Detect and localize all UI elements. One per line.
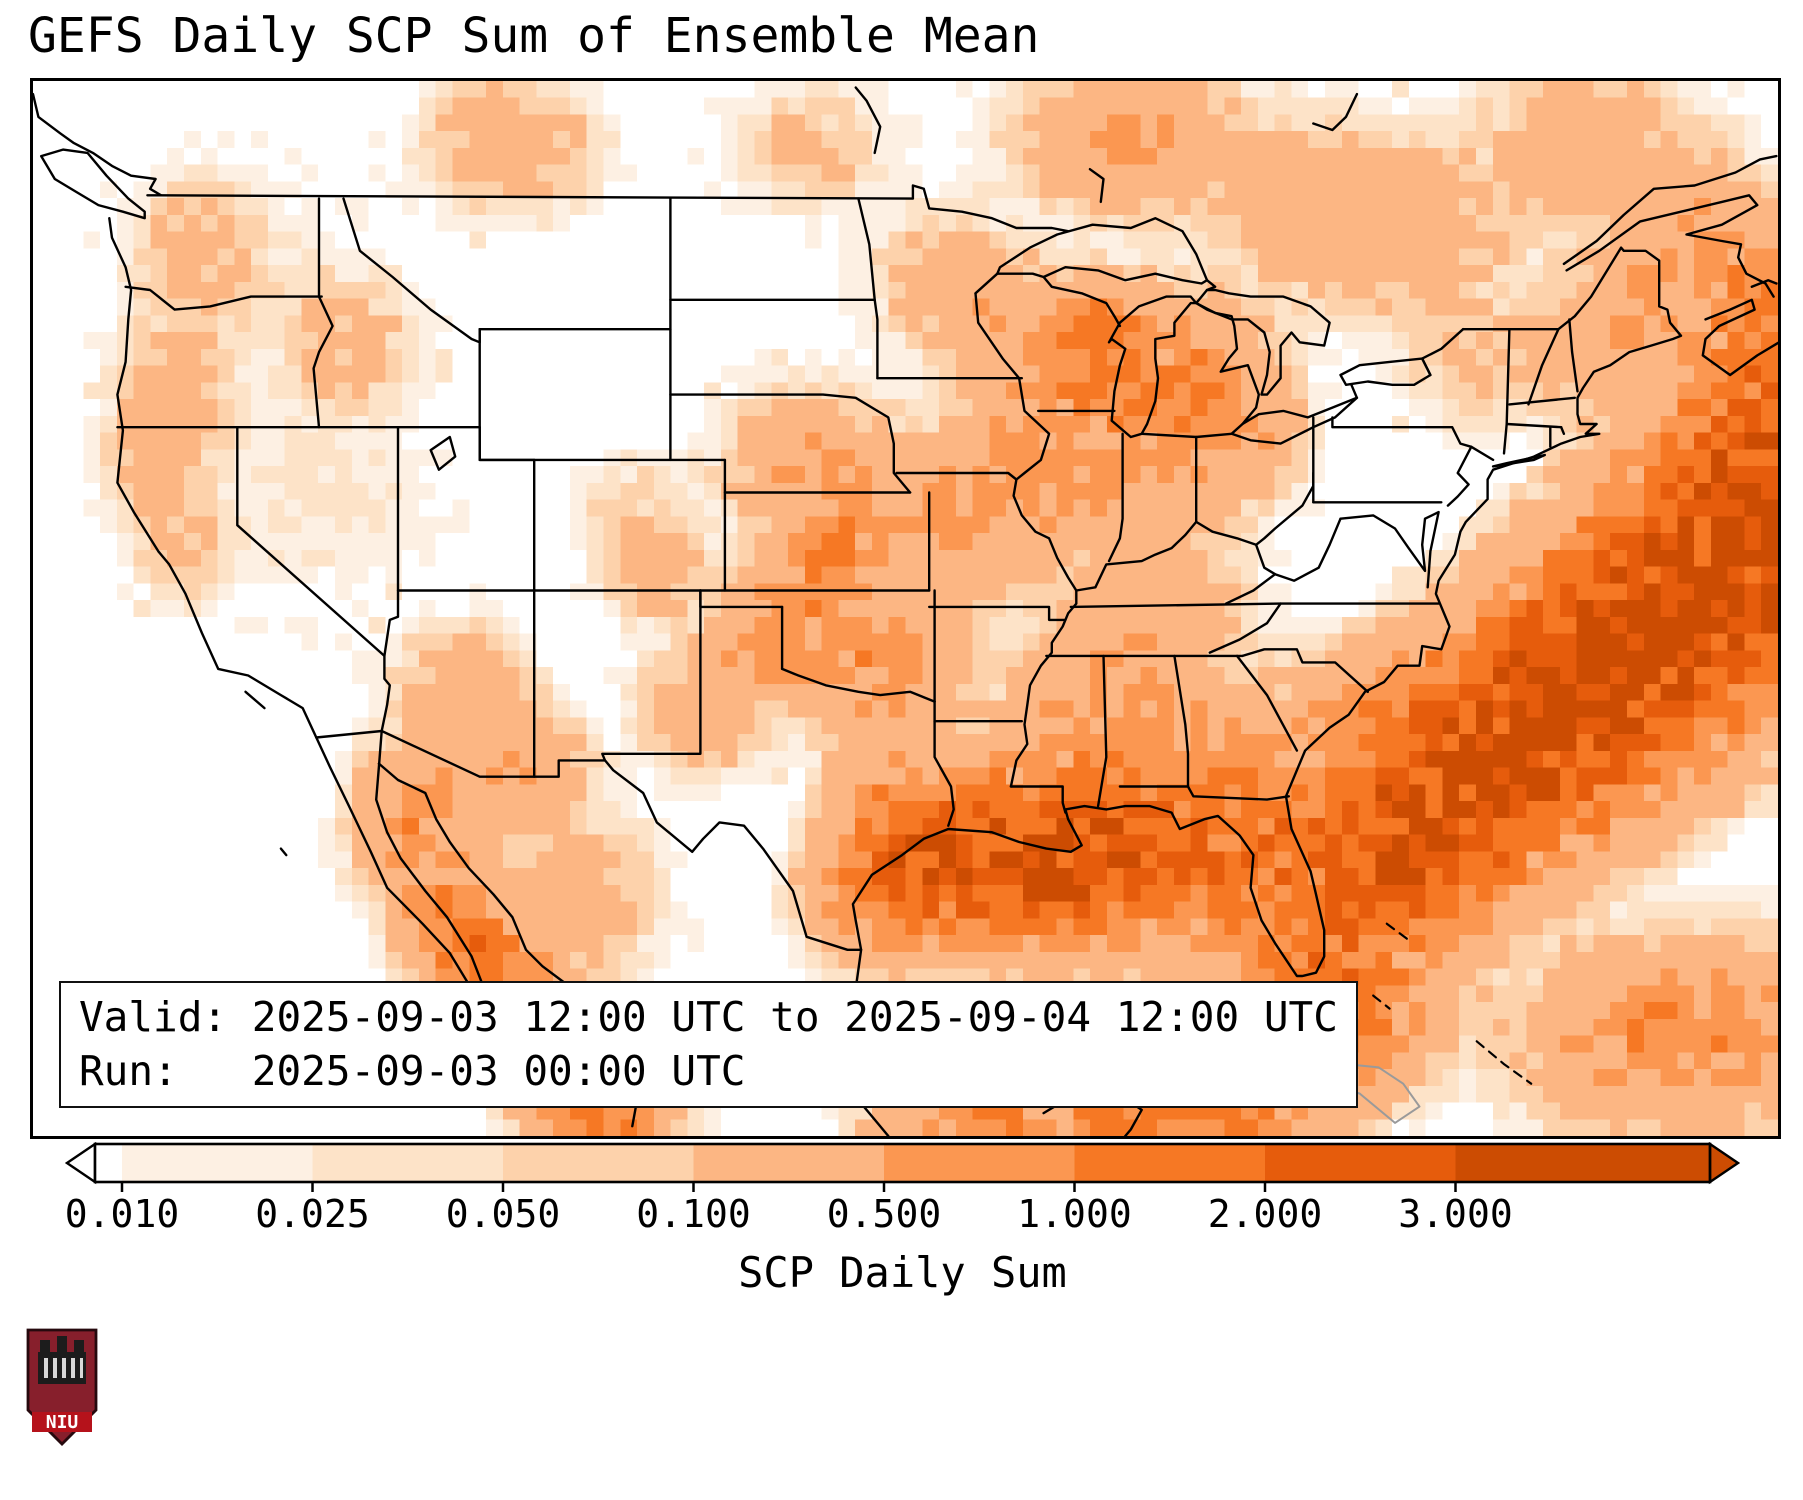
valid-run-info-box: Valid: 2025-09-03 12:00 UTC to 2025-09-0…: [59, 981, 1358, 1108]
niu-banner: [32, 1412, 92, 1432]
map-boundaries-overlay: [33, 86, 1778, 1136]
colorbar-tick-label: 0.050: [445, 1192, 561, 1236]
colorbar-tick-label: 0.025: [255, 1192, 370, 1236]
valid-line: Valid: 2025-09-03 12:00 UTC to 2025-09-0…: [79, 993, 1338, 1042]
colorbar: [65, 1142, 1740, 1192]
map-panel: Valid: 2025-09-03 12:00 UTC to 2025-09-0…: [30, 78, 1781, 1139]
colorbar-tick-label: 0.010: [64, 1192, 180, 1236]
colorbar-tick-label: 2.000: [1207, 1192, 1323, 1236]
page-title: GEFS Daily SCP Sum of Ensemble Mean: [28, 8, 1040, 64]
colorbar-tick-label: 1.000: [1017, 1192, 1132, 1236]
niu-text: NIU: [46, 1412, 79, 1433]
niu-logo: NIU: [26, 1328, 98, 1446]
colorbar-label: SCP Daily Sum: [738, 1248, 1067, 1297]
colorbar-tick-label: 3.000: [1398, 1192, 1513, 1236]
colorbar-tick-label: 0.100: [636, 1192, 751, 1236]
run-line: Run: 2025-09-03 00:00 UTC: [79, 1046, 746, 1095]
scp-heatmap-canvas: [33, 81, 1778, 1136]
colorbar-tick-label: 0.500: [826, 1192, 942, 1236]
colorbar-tick-labels: 0.010 0.025 0.050 0.100 0.500 1.000 2.000 3.000: [65, 1192, 1740, 1236]
